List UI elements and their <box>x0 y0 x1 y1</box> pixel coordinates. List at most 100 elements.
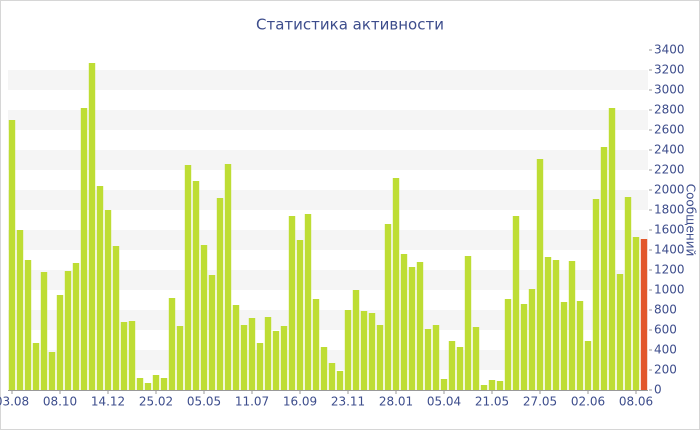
bar <box>496 381 504 390</box>
bar <box>512 216 520 390</box>
x-tick-label: 21.05 <box>475 395 509 409</box>
y-tick-label: 600 <box>654 323 677 337</box>
bar <box>152 375 160 390</box>
y-tick-label: 3200 <box>654 63 685 77</box>
bar <box>264 317 272 390</box>
y-tick-label: 2800 <box>654 103 685 117</box>
x-tick-label: 08.06 <box>619 395 653 409</box>
bar <box>384 224 392 390</box>
bar <box>80 108 88 390</box>
bar <box>416 262 424 390</box>
bar <box>232 305 240 390</box>
grid-band <box>8 150 648 170</box>
bar <box>600 147 608 390</box>
grid-band <box>8 230 648 250</box>
grid-band <box>8 350 648 370</box>
x-tick-label: 25.02 <box>139 395 173 409</box>
x-tick-label: 08.10 <box>43 395 77 409</box>
x-tick-label: 05.04 <box>427 395 461 409</box>
bar <box>16 230 24 390</box>
y-tick-label: 2000 <box>654 183 685 197</box>
y-tick-label: 1800 <box>654 203 685 217</box>
y-tick-label: 1000 <box>654 283 685 297</box>
x-tick-label: 02.06 <box>571 395 605 409</box>
x-tick-label: 14.12 <box>91 395 125 409</box>
bar <box>144 383 152 390</box>
bar <box>248 318 256 390</box>
bar <box>104 210 112 390</box>
bar <box>456 347 464 390</box>
y-tick-label: 3400 <box>654 43 685 57</box>
bar <box>184 165 192 390</box>
bar <box>376 325 384 390</box>
bars <box>8 63 648 390</box>
grid-band <box>8 110 648 130</box>
bar <box>176 326 184 390</box>
bar <box>464 256 472 390</box>
bar <box>560 302 568 390</box>
bar <box>424 329 432 390</box>
bar <box>8 120 16 390</box>
y-tick-label: 2200 <box>654 163 685 177</box>
bar <box>200 245 208 390</box>
bar <box>240 325 248 390</box>
x-tick-label: 23.11 <box>331 395 365 409</box>
bar <box>40 272 48 390</box>
bar <box>88 63 96 390</box>
y-tick-label: 0 <box>654 383 662 397</box>
bar <box>32 343 40 390</box>
bar <box>160 378 168 390</box>
bar <box>216 198 224 390</box>
bar <box>296 240 304 390</box>
bar <box>24 260 32 390</box>
y-tick-label: 3000 <box>654 83 685 97</box>
x-tick-label: 28.01 <box>379 395 413 409</box>
bar <box>328 363 336 390</box>
bar <box>312 299 320 390</box>
x-tick-label: 11.07 <box>235 395 269 409</box>
bar <box>48 352 56 390</box>
y-axis-label: Сообщений <box>684 184 698 257</box>
bar <box>448 341 456 390</box>
bar <box>536 159 544 390</box>
bar <box>608 108 616 390</box>
bar <box>112 246 120 390</box>
bar <box>272 331 280 390</box>
bar <box>488 380 496 390</box>
y-tick-label: 1200 <box>654 263 685 277</box>
bar <box>392 178 400 390</box>
bar <box>280 326 288 390</box>
bar <box>224 164 232 390</box>
bar <box>136 378 144 390</box>
y-tick-label: 200 <box>654 363 677 377</box>
bar <box>432 325 440 390</box>
bar <box>336 371 344 390</box>
bar <box>128 321 136 390</box>
bar <box>576 301 584 390</box>
bar <box>504 299 512 390</box>
bar <box>520 304 528 390</box>
y-tick-label: 1600 <box>654 223 685 237</box>
y-tick-label: 2600 <box>654 123 685 137</box>
bar <box>472 327 480 390</box>
x-tick-label: 27.05 <box>523 395 557 409</box>
bar <box>440 379 448 390</box>
bar <box>640 239 648 390</box>
bar <box>192 181 200 390</box>
bar <box>632 237 640 390</box>
y-tick-label: 2400 <box>654 143 685 157</box>
bar <box>64 271 72 390</box>
y-tick-label: 800 <box>654 303 677 317</box>
bar <box>616 274 624 390</box>
bar <box>208 275 216 390</box>
grid-band <box>8 190 648 210</box>
bar <box>320 347 328 390</box>
bar <box>568 261 576 390</box>
x-tick-label: 16.09 <box>283 395 317 409</box>
bar <box>72 263 80 390</box>
bar <box>288 216 296 390</box>
x-tick-label: 05.05 <box>187 395 221 409</box>
grid-band <box>8 310 648 330</box>
bar <box>528 289 536 390</box>
stripes <box>8 70 648 370</box>
